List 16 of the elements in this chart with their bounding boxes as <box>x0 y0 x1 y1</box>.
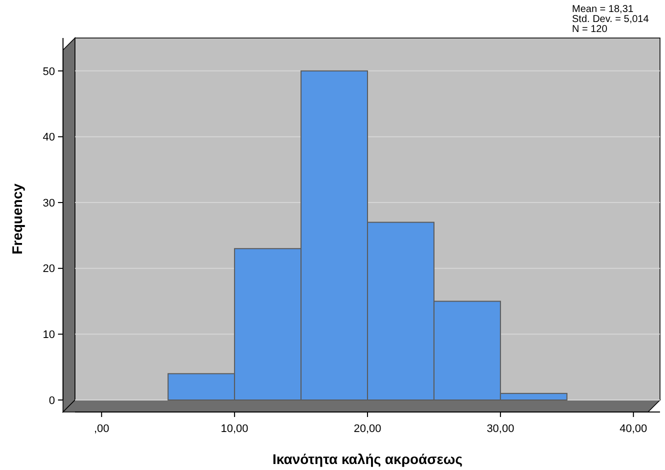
x-tick-label: 30,00 <box>486 423 514 435</box>
y-tick-label: 40 <box>42 132 55 144</box>
text: N = 120 <box>572 24 608 35</box>
x-tick-label: 20,00 <box>354 423 382 435</box>
x-tick-label: 40,00 <box>620 423 648 435</box>
y-tick-label: 0 <box>48 394 55 407</box>
x-tick-label: 10,00 <box>220 423 248 435</box>
text: Mean = 18,31 <box>572 4 634 15</box>
x-axis-title: Ικανότητα καλής ακροάσεως <box>272 451 462 467</box>
x-tick-label: ,00 <box>94 423 110 435</box>
y-tick-label: 30 <box>42 197 55 210</box>
text: Std. Dev. = 5,014 <box>572 14 650 25</box>
y-tick-label: 50 <box>42 66 55 78</box>
y-tick-label: 10 <box>42 329 55 342</box>
y-axis-title: Frequency <box>9 183 25 254</box>
y-tick-label: 20 <box>42 263 55 276</box>
